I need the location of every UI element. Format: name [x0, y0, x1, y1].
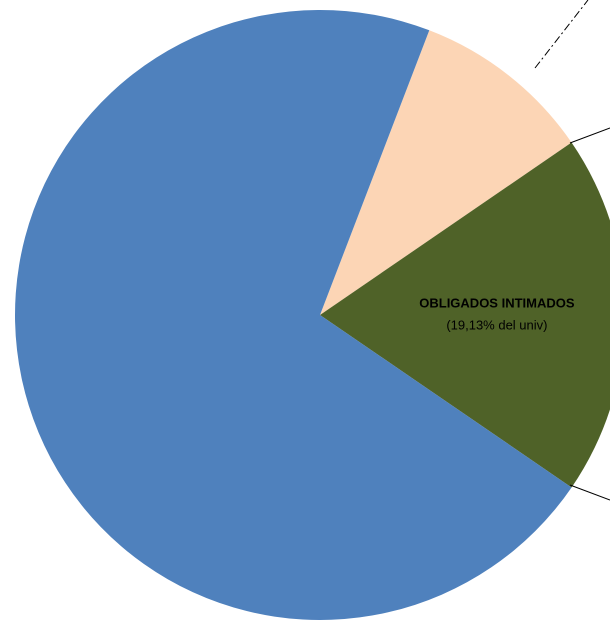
- slice: [320, 30, 572, 316]
- leader-line: [534, 0, 589, 69]
- value-label: (19,13% del univ): [446, 317, 547, 332]
- slice: [14, 9, 572, 620]
- leader-line: [569, 484, 610, 501]
- labels: OBLIGADOS INTIMADOS (19,13% del univ): [419, 295, 575, 332]
- leader-line: [569, 127, 610, 144]
- slices: [14, 9, 610, 620]
- slice: [320, 142, 610, 488]
- slice-label: OBLIGADOS INTIMADOS: [419, 295, 575, 310]
